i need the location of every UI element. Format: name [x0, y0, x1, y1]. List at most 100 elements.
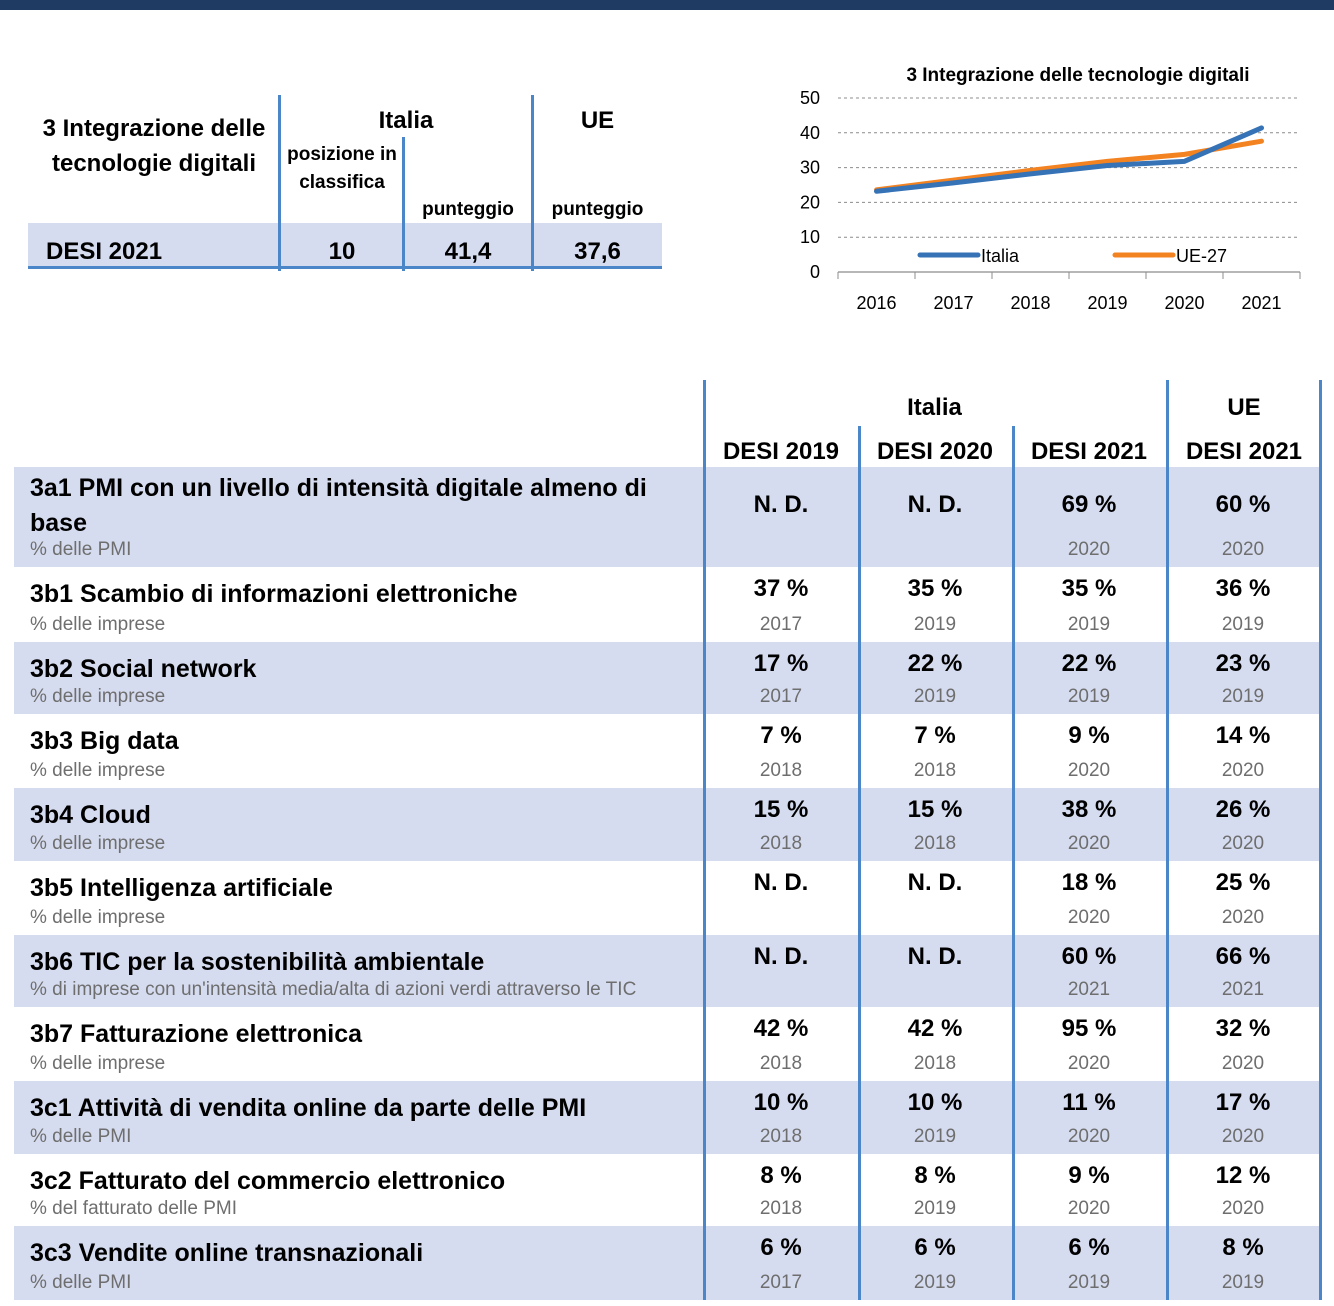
column-header: DESI 2020: [876, 438, 994, 465]
summary-title: 3 Integrazione delle tecnologie digitali: [42, 115, 266, 177]
data-point: [1184, 153, 1185, 155]
series-line-ue-27: [874, 138, 1264, 193]
summary-row-label: DESI 2021: [46, 238, 163, 265]
indicator-unit: % del fatturato delle PMI: [30, 1198, 237, 1219]
indicator-value: N. D.: [907, 491, 963, 518]
x-tick-label: 2020: [1164, 293, 1204, 313]
indicator-value: 22 %: [1061, 650, 1117, 677]
indicator-label: 3c3 Vendite online transnazionali: [30, 1239, 424, 1267]
indicator-year: 2020: [1067, 539, 1111, 560]
column-header: DESI 2019: [722, 438, 840, 465]
indicator-value: 15 %: [907, 796, 963, 823]
indicator-year: 2019: [1067, 686, 1111, 707]
indicator-year: 2019: [913, 614, 957, 635]
indicator-year: 2019: [1067, 1272, 1111, 1293]
table-row: 3c3 Vendite online transnazionali % delle…: [14, 1226, 1322, 1300]
x-tick-label: 2017: [933, 293, 973, 313]
indicator-year: 2018: [759, 1198, 803, 1219]
indicator-label: 3c1 Attività di vendita online da parte …: [30, 1094, 587, 1122]
series-line-italia: [874, 125, 1264, 194]
indicator-value: 7 %: [760, 722, 802, 749]
indicator-value: 10 %: [907, 1089, 963, 1116]
indicator-value: 69 %: [1061, 491, 1117, 518]
indicator-year: 2020: [1067, 833, 1111, 854]
indicator-year: 2020: [1221, 833, 1265, 854]
indicator-value: 60 %: [1061, 943, 1117, 970]
summary-divider: [531, 95, 534, 271]
indicator-value: 15 %: [753, 796, 809, 823]
indicator-value: 32 %: [1215, 1015, 1271, 1042]
indicator-year: 2018: [759, 833, 803, 854]
indicator-year: 2020: [1221, 760, 1265, 781]
chart-title: 3 Integrazione delle tecnologie digitali: [906, 65, 1249, 86]
indicator-year: 2019: [1221, 1272, 1265, 1293]
table-row: 3b5 Intelligenza artificiale % delle impr…: [14, 861, 1322, 935]
data-point: [1107, 160, 1108, 162]
data-point: [953, 182, 954, 184]
data-point: [1184, 160, 1185, 162]
indicator-unit: % di imprese con un'intensità media/alta…: [30, 979, 637, 1000]
x-tick-label: 2021: [1241, 293, 1281, 313]
indicator-value: 42 %: [753, 1015, 809, 1042]
indicator-value: 95 %: [1061, 1015, 1117, 1042]
indicator-unit: % delle PMI: [30, 539, 132, 560]
indicator-value: 66 %: [1215, 943, 1271, 970]
y-tick-label: 20: [800, 192, 820, 212]
data-point: [1261, 140, 1262, 142]
indicator-year: 2017: [759, 686, 803, 707]
indicator-value: 35 %: [1061, 575, 1117, 602]
indicator-value: N. D.: [907, 943, 963, 970]
top-rule: [0, 0, 1334, 10]
legend-label: UE-27: [1176, 246, 1227, 266]
indicator-value: 7 %: [914, 722, 956, 749]
indicator-label: 3b1 Scambio di informazioni elettroniche: [30, 580, 518, 608]
indicator-value: 23 %: [1215, 650, 1271, 677]
data-point: [1261, 127, 1262, 129]
table-row: 3a1 PMI con un livello di intensità digi…: [14, 467, 1322, 567]
indicator-value: 14 %: [1215, 722, 1271, 749]
indicator-label: 3b5 Intelligenza artificiale: [30, 874, 333, 902]
indicator-value: 37 %: [753, 575, 809, 602]
indicator-label: 3b3 Big data: [30, 727, 179, 755]
indicator-label: 3a1 PMI con un livello di intensità digi…: [30, 474, 647, 537]
indicator-year: 2017: [759, 1272, 803, 1293]
table-divider: [858, 426, 861, 1300]
indicator-year: 2019: [1221, 614, 1265, 635]
table-row: 3b1 Scambio di informazioni elettroniche…: [14, 567, 1322, 642]
indicator-value: 11 %: [1062, 1089, 1116, 1116]
indicator-year: 2020: [1067, 907, 1111, 928]
summary-sub-punteggio-italia: punteggio: [422, 199, 514, 220]
table-divider: [703, 380, 706, 1300]
indicator-year: 2021: [1221, 979, 1265, 1000]
table-row: 3c2 Fatturato del commercio elettronico%…: [14, 1154, 1322, 1226]
indicator-value: 25 %: [1215, 869, 1271, 896]
indicator-unit: % delle imprese: [30, 686, 166, 707]
summary-bottom-rule: [28, 266, 662, 269]
summary-col-ue: UE: [580, 107, 615, 134]
y-tick-label: 30: [800, 158, 820, 178]
indicator-unit: % delle imprese: [30, 614, 166, 635]
indicator-value: 22 %: [907, 650, 963, 677]
indicator-year: 2019: [913, 686, 957, 707]
indicator-year: 2020: [1067, 760, 1111, 781]
table-row: 3b6 TIC per la sostenibilità ambientale%…: [14, 935, 1322, 1007]
table-divider: [1166, 380, 1169, 1300]
y-tick-label: 50: [800, 88, 820, 108]
indicator-value: 6 %: [914, 1234, 956, 1261]
column-header: DESI 2021: [1185, 438, 1303, 465]
indicators-table: 3a1 PMI con un livello di intensità digi…: [14, 380, 1322, 1300]
summary-sub-posizione: posizione in classifica: [287, 144, 397, 193]
indicator-year: 2018: [913, 833, 957, 854]
indicator-value: 38 %: [1061, 796, 1117, 823]
indicator-year: 2018: [913, 1053, 957, 1074]
table-divider: [1012, 426, 1015, 1300]
summary-sub-punteggio-ue: punteggio: [551, 199, 644, 220]
indicator-year: 2021: [1067, 979, 1111, 1000]
indicator-value: 10 %: [753, 1089, 809, 1116]
indicator-year: 2018: [913, 760, 957, 781]
indicator-year: 2018: [759, 760, 803, 781]
indicator-label: 3b6 TIC per la sostenibilità ambientale: [30, 948, 485, 976]
indicator-label: 3b2 Social network: [30, 655, 257, 683]
summary-table: 3 Integrazione delle tecnologie digitali…: [28, 95, 662, 273]
indicator-year: 2019: [913, 1126, 957, 1147]
